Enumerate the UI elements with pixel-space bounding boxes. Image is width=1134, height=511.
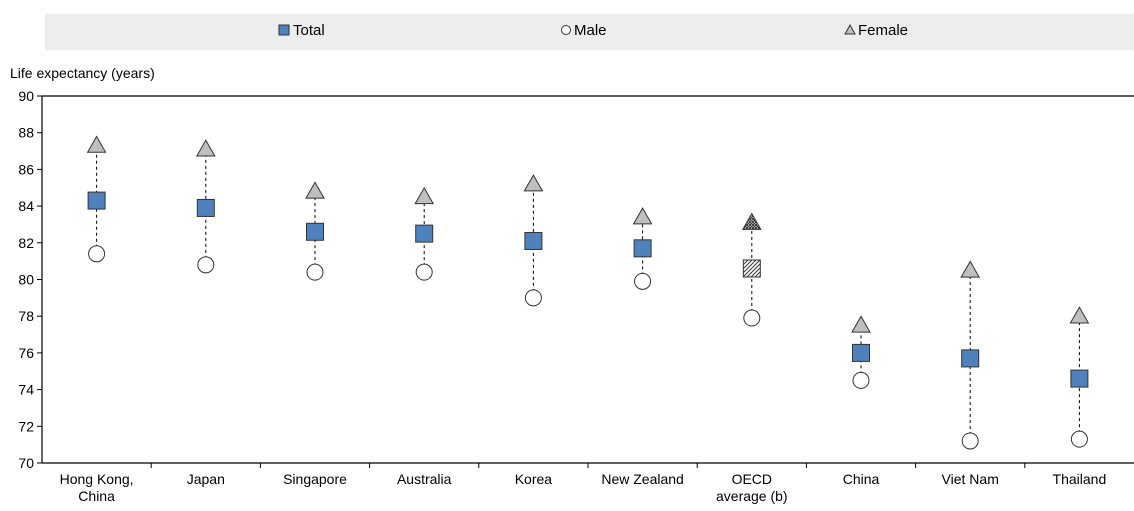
x-axis-ticks: Hong Kong, China Japan Singapore Australia Ko… <box>60 463 1107 504</box>
y-tick-label-74: 74 <box>18 382 34 398</box>
y-tick-label-70: 70 <box>18 455 34 471</box>
female-marker-1 <box>195 139 216 157</box>
category-label-8: Viet Nam <box>942 471 999 487</box>
legend-female-marker <box>844 23 856 35</box>
category-label-7: China <box>843 471 880 487</box>
total-marker-2 <box>306 222 324 241</box>
male-marker-9 <box>1070 430 1088 448</box>
category-label-2: Singapore <box>283 471 347 487</box>
legend-background <box>45 14 1134 50</box>
total-marker-3 <box>415 224 434 243</box>
y-tick-label-78: 78 <box>18 308 34 324</box>
female-marker-3 <box>414 186 435 205</box>
legend: Total Male Female <box>45 14 1134 50</box>
male-marker-8 <box>961 432 979 450</box>
y-tick-label-82: 82 <box>18 235 34 251</box>
legend-male-marker <box>561 25 571 35</box>
male-marker-0 <box>88 245 106 263</box>
total-marker-9 <box>1070 369 1089 388</box>
category-label-6: OECD average (b) <box>716 471 788 504</box>
total-marker-1 <box>196 198 215 217</box>
y-tick-label-88: 88 <box>18 125 34 141</box>
category-label-3: Australia <box>397 471 452 487</box>
category-label-1: Japan <box>187 471 225 487</box>
y-tick-label-90: 90 <box>18 88 34 104</box>
female-marker-7 <box>851 315 871 333</box>
female-marker-5 <box>632 207 653 225</box>
category-label-9: Thailand <box>1053 471 1107 487</box>
y-tick-label-86: 86 <box>18 161 34 177</box>
y-axis-ticks: 70 72 74 76 78 80 82 84 86 88 90 <box>18 88 42 471</box>
y-axis-title: Life expectancy (years) <box>10 65 155 81</box>
female-marker-8 <box>960 260 981 278</box>
connectors <box>96 145 1080 441</box>
total-marker-4 <box>524 231 543 250</box>
female-marker-6 <box>741 212 762 230</box>
total-marker-0 <box>87 191 106 210</box>
markers <box>86 135 1090 450</box>
category-label-0: Hong Kong, China <box>60 471 134 504</box>
category-label-4: Korea <box>515 471 553 487</box>
total-marker-7 <box>852 343 870 362</box>
y-tick-label-84: 84 <box>18 198 34 214</box>
legend-total-label: Total <box>293 22 325 39</box>
legend-female-label: Female <box>858 22 908 39</box>
male-marker-4 <box>524 289 542 307</box>
legend-male-label: Male <box>574 22 607 39</box>
male-marker-6 <box>743 309 761 327</box>
female-marker-4 <box>523 174 544 192</box>
total-marker-6 <box>742 259 761 278</box>
total-marker-8 <box>961 349 980 368</box>
female-marker-0 <box>86 135 107 153</box>
category-label-5: New Zealand <box>601 471 684 487</box>
total-marker-5 <box>633 239 652 258</box>
y-tick-label-76: 76 <box>18 345 34 361</box>
y-tick-label-72: 72 <box>18 418 34 434</box>
plot-area: 70 72 74 76 78 80 82 84 86 88 90 Hong Kong, China Ja… <box>18 88 1134 504</box>
legend-total-marker <box>278 24 290 36</box>
y-tick-label-80: 80 <box>18 272 34 288</box>
male-marker-7 <box>852 371 870 389</box>
male-marker-2 <box>306 263 324 281</box>
male-marker-5 <box>634 272 652 290</box>
female-marker-2 <box>305 181 325 199</box>
male-marker-1 <box>197 256 215 274</box>
male-marker-3 <box>415 263 433 281</box>
female-marker-9 <box>1069 306 1090 324</box>
